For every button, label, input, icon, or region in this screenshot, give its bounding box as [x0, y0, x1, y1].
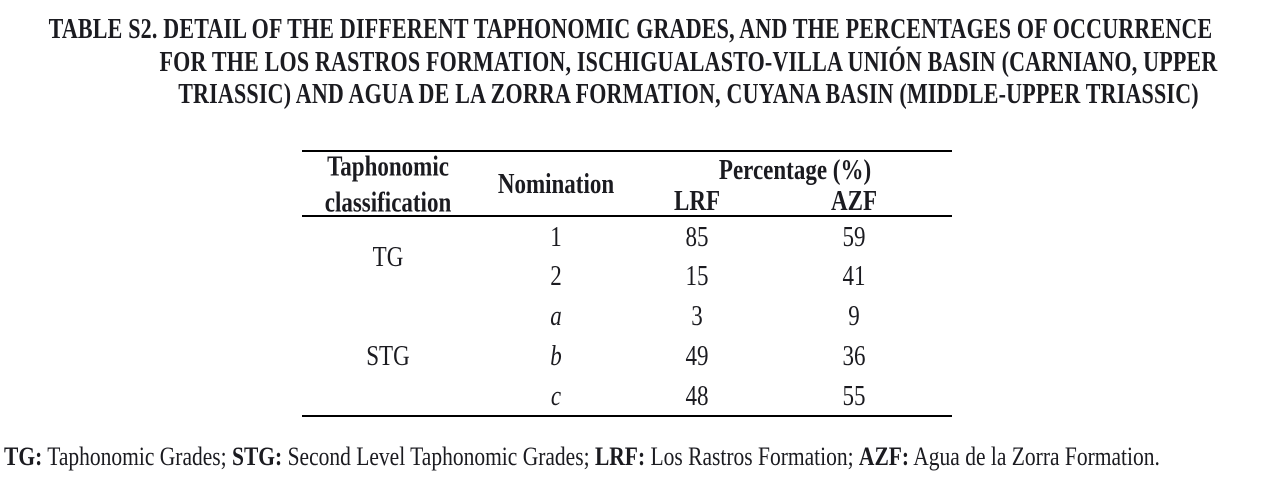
azf-cell: 59	[756, 216, 952, 256]
header-nomination: Nomination	[474, 151, 638, 216]
azf-cell: 9	[756, 296, 952, 336]
lrf-value: 48	[685, 379, 709, 411]
lrf-value: 85	[685, 220, 709, 252]
nomination-value: b	[550, 339, 562, 371]
caption-line-1: TABLE S2. DETAIL OF THE DIFFERENT TAPHON…	[48, 12, 1213, 45]
table-body: TG 1 85 59 2 15 41 STG	[302, 216, 952, 416]
footnote-abbrev-stg: STG:	[232, 441, 283, 471]
lrf-cell: 49	[638, 336, 756, 376]
nomination-value: 2	[550, 259, 562, 291]
azf-cell: 55	[756, 376, 952, 416]
nomination-cell: 2	[474, 256, 638, 296]
lrf-cell: 15	[638, 256, 756, 296]
nomination-value: c	[550, 379, 562, 411]
header-azf-text: AZF	[831, 184, 877, 216]
lrf-value: 3	[691, 299, 703, 331]
caption-line-2: FOR THE LOS RASTROS FORMATION, ISCHIGUAL…	[159, 44, 1218, 77]
header-taphonomic-classification: Taphonomic classification	[302, 150, 474, 218]
group-stg-text: STG	[366, 339, 410, 371]
footnote-abbrev-lrf: LRF:	[594, 441, 646, 471]
nomination-value: a	[550, 299, 562, 331]
lrf-cell: 3	[638, 296, 756, 336]
footnote-abbrev-azf: AZF:	[858, 441, 910, 471]
group-label-stg: STG	[302, 296, 474, 416]
table-header: Taphonomic classification Nomination Per…	[302, 150, 953, 218]
nomination-cell: 1	[474, 216, 638, 256]
azf-value: 9	[848, 299, 860, 331]
footnote-text-tg: Taphonomic Grades;	[42, 441, 232, 471]
header-taphonomic-classification-text: Taphonomic classification	[325, 147, 452, 220]
table-caption: TABLE S2. DETAIL OF THE DIFFERENT TAPHON…	[0, 12, 1261, 111]
header-lrf: LRF	[638, 184, 756, 216]
lrf-cell: 48	[638, 376, 756, 416]
header-col1-line2: classification	[324, 186, 452, 218]
table-row: 2 15 41	[302, 256, 952, 296]
table-row: b 49 36	[302, 336, 952, 376]
azf-cell: 36	[756, 336, 952, 376]
nomination-cell: b	[474, 336, 638, 376]
azf-value: 41	[842, 259, 866, 291]
header-percentage-group: Percentage (%)	[638, 151, 952, 187]
lrf-cell: 85	[638, 216, 756, 256]
nomination-cell: c	[474, 376, 638, 416]
taphonomic-grades-table: Taphonomic classification Nomination Per…	[302, 150, 953, 417]
group-tg-text: TG	[372, 240, 404, 272]
caption-line-3: TRIASSIC) AND AGUA DE LA ZORRA FORMATION…	[178, 77, 1199, 110]
table-footnote: TG: Taphonomic Grades; STG: Second Level…	[4, 439, 1259, 474]
header-azf: AZF	[756, 184, 952, 216]
lrf-value: 15	[685, 259, 709, 291]
footnote-text-stg: Second Level Taphonomic Grades;	[282, 441, 595, 471]
header-percentage-text: Percentage (%)	[718, 153, 872, 185]
nomination-cell: a	[474, 296, 638, 336]
header-col1-line1: Taphonomic	[327, 149, 449, 181]
header-lrf-text: LRF	[674, 184, 720, 216]
azf-value: 59	[842, 220, 866, 252]
header-nomination-text: Nomination	[497, 167, 615, 199]
table-row: TG 1 85 59	[302, 216, 952, 271]
azf-value: 36	[842, 339, 866, 371]
footnote-text-azf: Agua de la Zorra Formation.	[909, 441, 1160, 471]
footnote-text-lrf: Los Rastros Formation;	[645, 441, 859, 471]
footnote-abbrev-tg: TG:	[4, 441, 43, 471]
azf-value: 55	[842, 379, 866, 411]
azf-cell: 41	[756, 256, 952, 296]
table-row: STG a 3 9	[302, 296, 952, 371]
group-label-tg: TG	[302, 216, 474, 296]
table-row: c 48 55	[302, 376, 952, 416]
nomination-value: 1	[550, 220, 562, 252]
lrf-value: 49	[685, 339, 709, 371]
